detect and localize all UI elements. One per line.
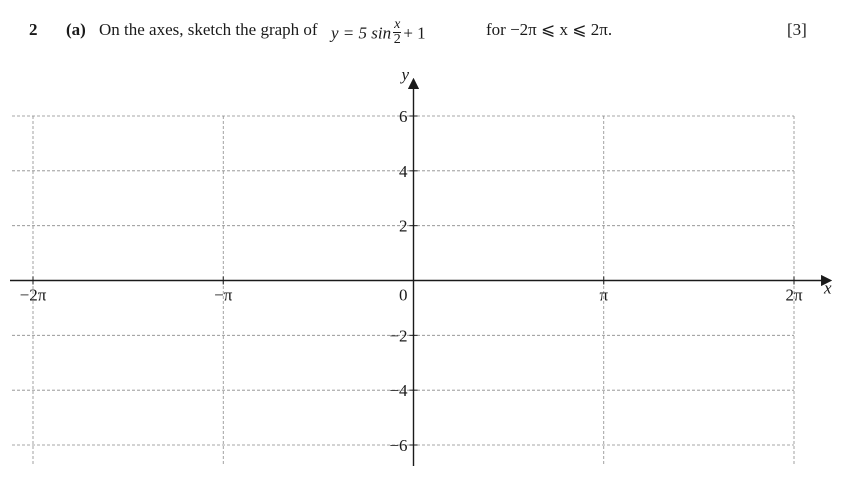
equation: y = 5 sin x 2 + 1: [331, 17, 426, 49]
fraction-numerator: x: [393, 17, 402, 33]
x-tick-label: −π: [214, 286, 233, 305]
tick-labels: −2π −π π 2π 6 4 2 −2 −4 −6 0 x y: [20, 65, 832, 455]
y-tick-label: −6: [389, 436, 407, 455]
equation-lhs: y = 5 sin: [331, 23, 392, 43]
y-tick-label: −4: [389, 381, 408, 400]
question-part: (a): [66, 20, 86, 39]
question-number: 2: [29, 20, 38, 39]
grid: [12, 115, 795, 466]
question-instruction: On the axes, sketch the graph of: [99, 20, 318, 39]
equation-rhs: + 1: [403, 23, 426, 43]
origin-label: 0: [399, 286, 408, 305]
y-tick-label: 2: [399, 217, 408, 236]
x-axis-label: x: [823, 279, 832, 298]
y-tick-label: 6: [399, 107, 408, 126]
x-tick-label: −2π: [20, 286, 47, 305]
y-tick-label: 4: [399, 162, 408, 181]
x-tick-label: 2π: [785, 286, 803, 305]
y-axis-label: y: [400, 65, 410, 84]
question-header: 2 (a) On the axes, sketch the graph of y…: [0, 0, 842, 56]
domain-statement: for −2π ⩽ x ⩽ 2π.: [486, 20, 613, 39]
marks-allocation: [3]: [787, 20, 807, 39]
axes-lines: [10, 77, 833, 466]
fraction-denominator: 2: [393, 32, 401, 47]
x-tick-label: π: [599, 286, 608, 305]
y-tick-label: −2: [389, 326, 407, 345]
